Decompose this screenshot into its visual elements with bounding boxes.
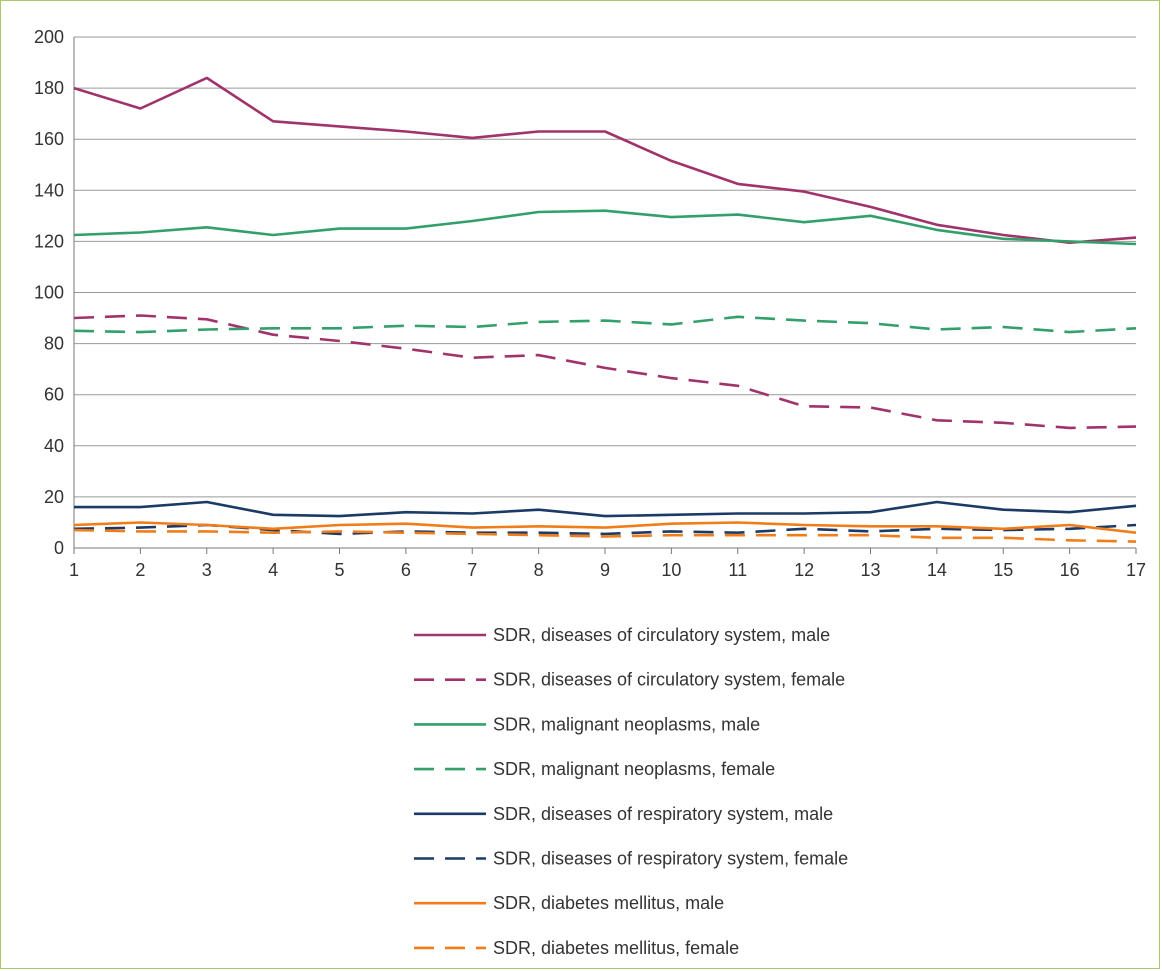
x-tick-label: 2 [135,560,145,580]
x-tick-label: 13 [860,560,880,580]
x-tick-label: 9 [600,560,610,580]
series-lines [73,76,1137,543]
legend-label: SDR, diabetes mellitus, female [493,938,739,958]
y-tick-label: 0 [54,538,64,558]
y-tick-label: 160 [34,129,64,149]
legend-label: SDR, malignant neoplasms, male [493,714,760,734]
series-line-2 [73,314,1137,430]
x-tick-label: 4 [268,560,278,580]
y-tick-label: 180 [34,78,64,98]
y-tick-label: 120 [34,231,64,251]
x-tick-label: 5 [334,560,344,580]
y-tick-label: 40 [44,436,64,456]
legend-label: SDR, diseases of circulatory system, mal… [493,625,830,645]
y-tick-label: 140 [34,180,64,200]
series-line-7 [73,521,1137,534]
series-line-3 [73,209,1137,246]
series-line-8 [73,528,1137,543]
legend-label: SDR, diabetes mellitus, male [493,893,724,913]
legend-label: SDR, diseases of circulatory system, fem… [493,670,845,690]
x-tick-label: 3 [202,560,212,580]
x-tick-label: 14 [927,560,947,580]
x-tick-label: 17 [1126,560,1146,580]
x-tick-label: 11 [728,560,747,580]
x-tick-label: 15 [993,560,1013,580]
series-line-4 [73,315,1137,334]
series-line-6 [73,523,1137,536]
legend-label: SDR, diseases of respiratory system, mal… [493,804,833,824]
gridlines [74,36,1136,498]
y-tick-label: 100 [34,283,64,303]
y-tick-label: 200 [34,27,64,47]
legend-label: SDR, diseases of respiratory system, fem… [493,849,848,869]
legend: SDR, diseases of circulatory system, mal… [414,625,848,958]
y-tick-label: 80 [44,334,64,354]
x-tick-label: 12 [794,560,814,580]
series-line-5 [74,500,1137,518]
legend-label: SDR, malignant neoplasms, female [493,759,775,779]
x-tick-label: 7 [467,560,477,580]
x-tick-label: 16 [1060,560,1080,580]
y-tick-label: 20 [44,487,64,507]
x-tick-label: 10 [661,560,681,580]
x-tick-label: 1 [69,560,79,580]
x-tick-label: 8 [534,560,544,580]
series-line-1 [73,76,1137,244]
y-tick-label: 60 [44,385,64,405]
x-tick-label: 6 [401,560,411,580]
